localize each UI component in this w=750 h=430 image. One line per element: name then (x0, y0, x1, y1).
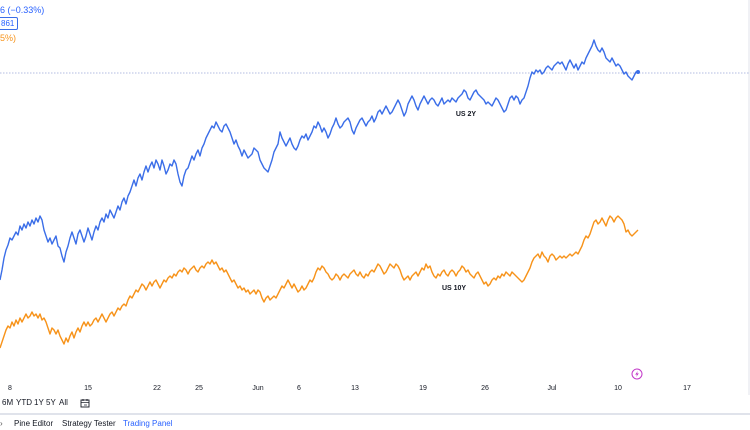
series-last-point (636, 70, 640, 74)
chevron-left-icon[interactable]: › (0, 419, 3, 428)
x-axis-tick-label: 6 (297, 385, 301, 392)
legend-row-blue-text: 6 (−0.33%) (0, 5, 45, 15)
legend-row-orange-text: 5%) (0, 33, 17, 43)
tab-trading-panel[interactable]: Trading Panel (123, 419, 173, 428)
x-axis-tick-label: 22 (153, 385, 161, 392)
timeframe-bar: 6M YTD 1Y 5Y All (0, 395, 750, 413)
x-axis-tick-label: 15 (84, 385, 92, 392)
legend-row-orange: 5%) (0, 33, 16, 43)
x-axis-tick-label: Jul (548, 385, 557, 392)
chart-plot[interactable]: US 2Y US 10Y 8 15 22 25 Jun 6 13 19 26 Jul 10 17 (0, 0, 750, 395)
legend-badge: 861 (0, 17, 19, 30)
series-line-us-10y[interactable] (0, 215, 639, 349)
x-axis-tick-label: Jun (252, 385, 263, 392)
x-axis-tick-label: 10 (614, 385, 622, 392)
lightning-icon[interactable] (631, 368, 643, 380)
legend-badge-text: 861 (1, 19, 15, 28)
x-axis-tick-label: 8 (8, 385, 12, 392)
timeframe-6m[interactable]: 6M (2, 398, 14, 407)
tab-pine-editor[interactable]: Pine Editor (14, 419, 54, 428)
x-axis-tick-label: 13 (351, 385, 359, 392)
chart-area[interactable]: US 2Y US 10Y 8 15 22 25 Jun 6 13 19 26 Jul 10 17 6 (… (0, 0, 750, 395)
x-axis-tick-label: 17 (683, 385, 691, 392)
series-line-us-2y[interactable] (0, 39, 638, 281)
bottom-panel-tabs: › Pine Editor Strategy Tester Trading Pa… (0, 415, 750, 430)
bottom-divider (0, 413, 750, 415)
calendar-icon[interactable] (80, 398, 90, 408)
timeframe-1y[interactable]: 1Y (34, 398, 44, 407)
x-axis-tick-label: 25 (195, 385, 203, 392)
tab-strategy-tester[interactable]: Strategy Tester (62, 419, 116, 428)
series-label: US 10Y (442, 285, 466, 292)
timeframe-all[interactable]: All (59, 398, 68, 407)
timeframe-5y[interactable]: 5Y (46, 398, 56, 407)
series-label: US 2Y (456, 111, 477, 118)
x-axis-tick-label: 19 (419, 385, 427, 392)
x-axis-tick-label: 26 (481, 385, 489, 392)
legend-row-blue: 6 (−0.33%) (0, 5, 44, 15)
timeframe-ytd[interactable]: YTD (16, 398, 32, 407)
